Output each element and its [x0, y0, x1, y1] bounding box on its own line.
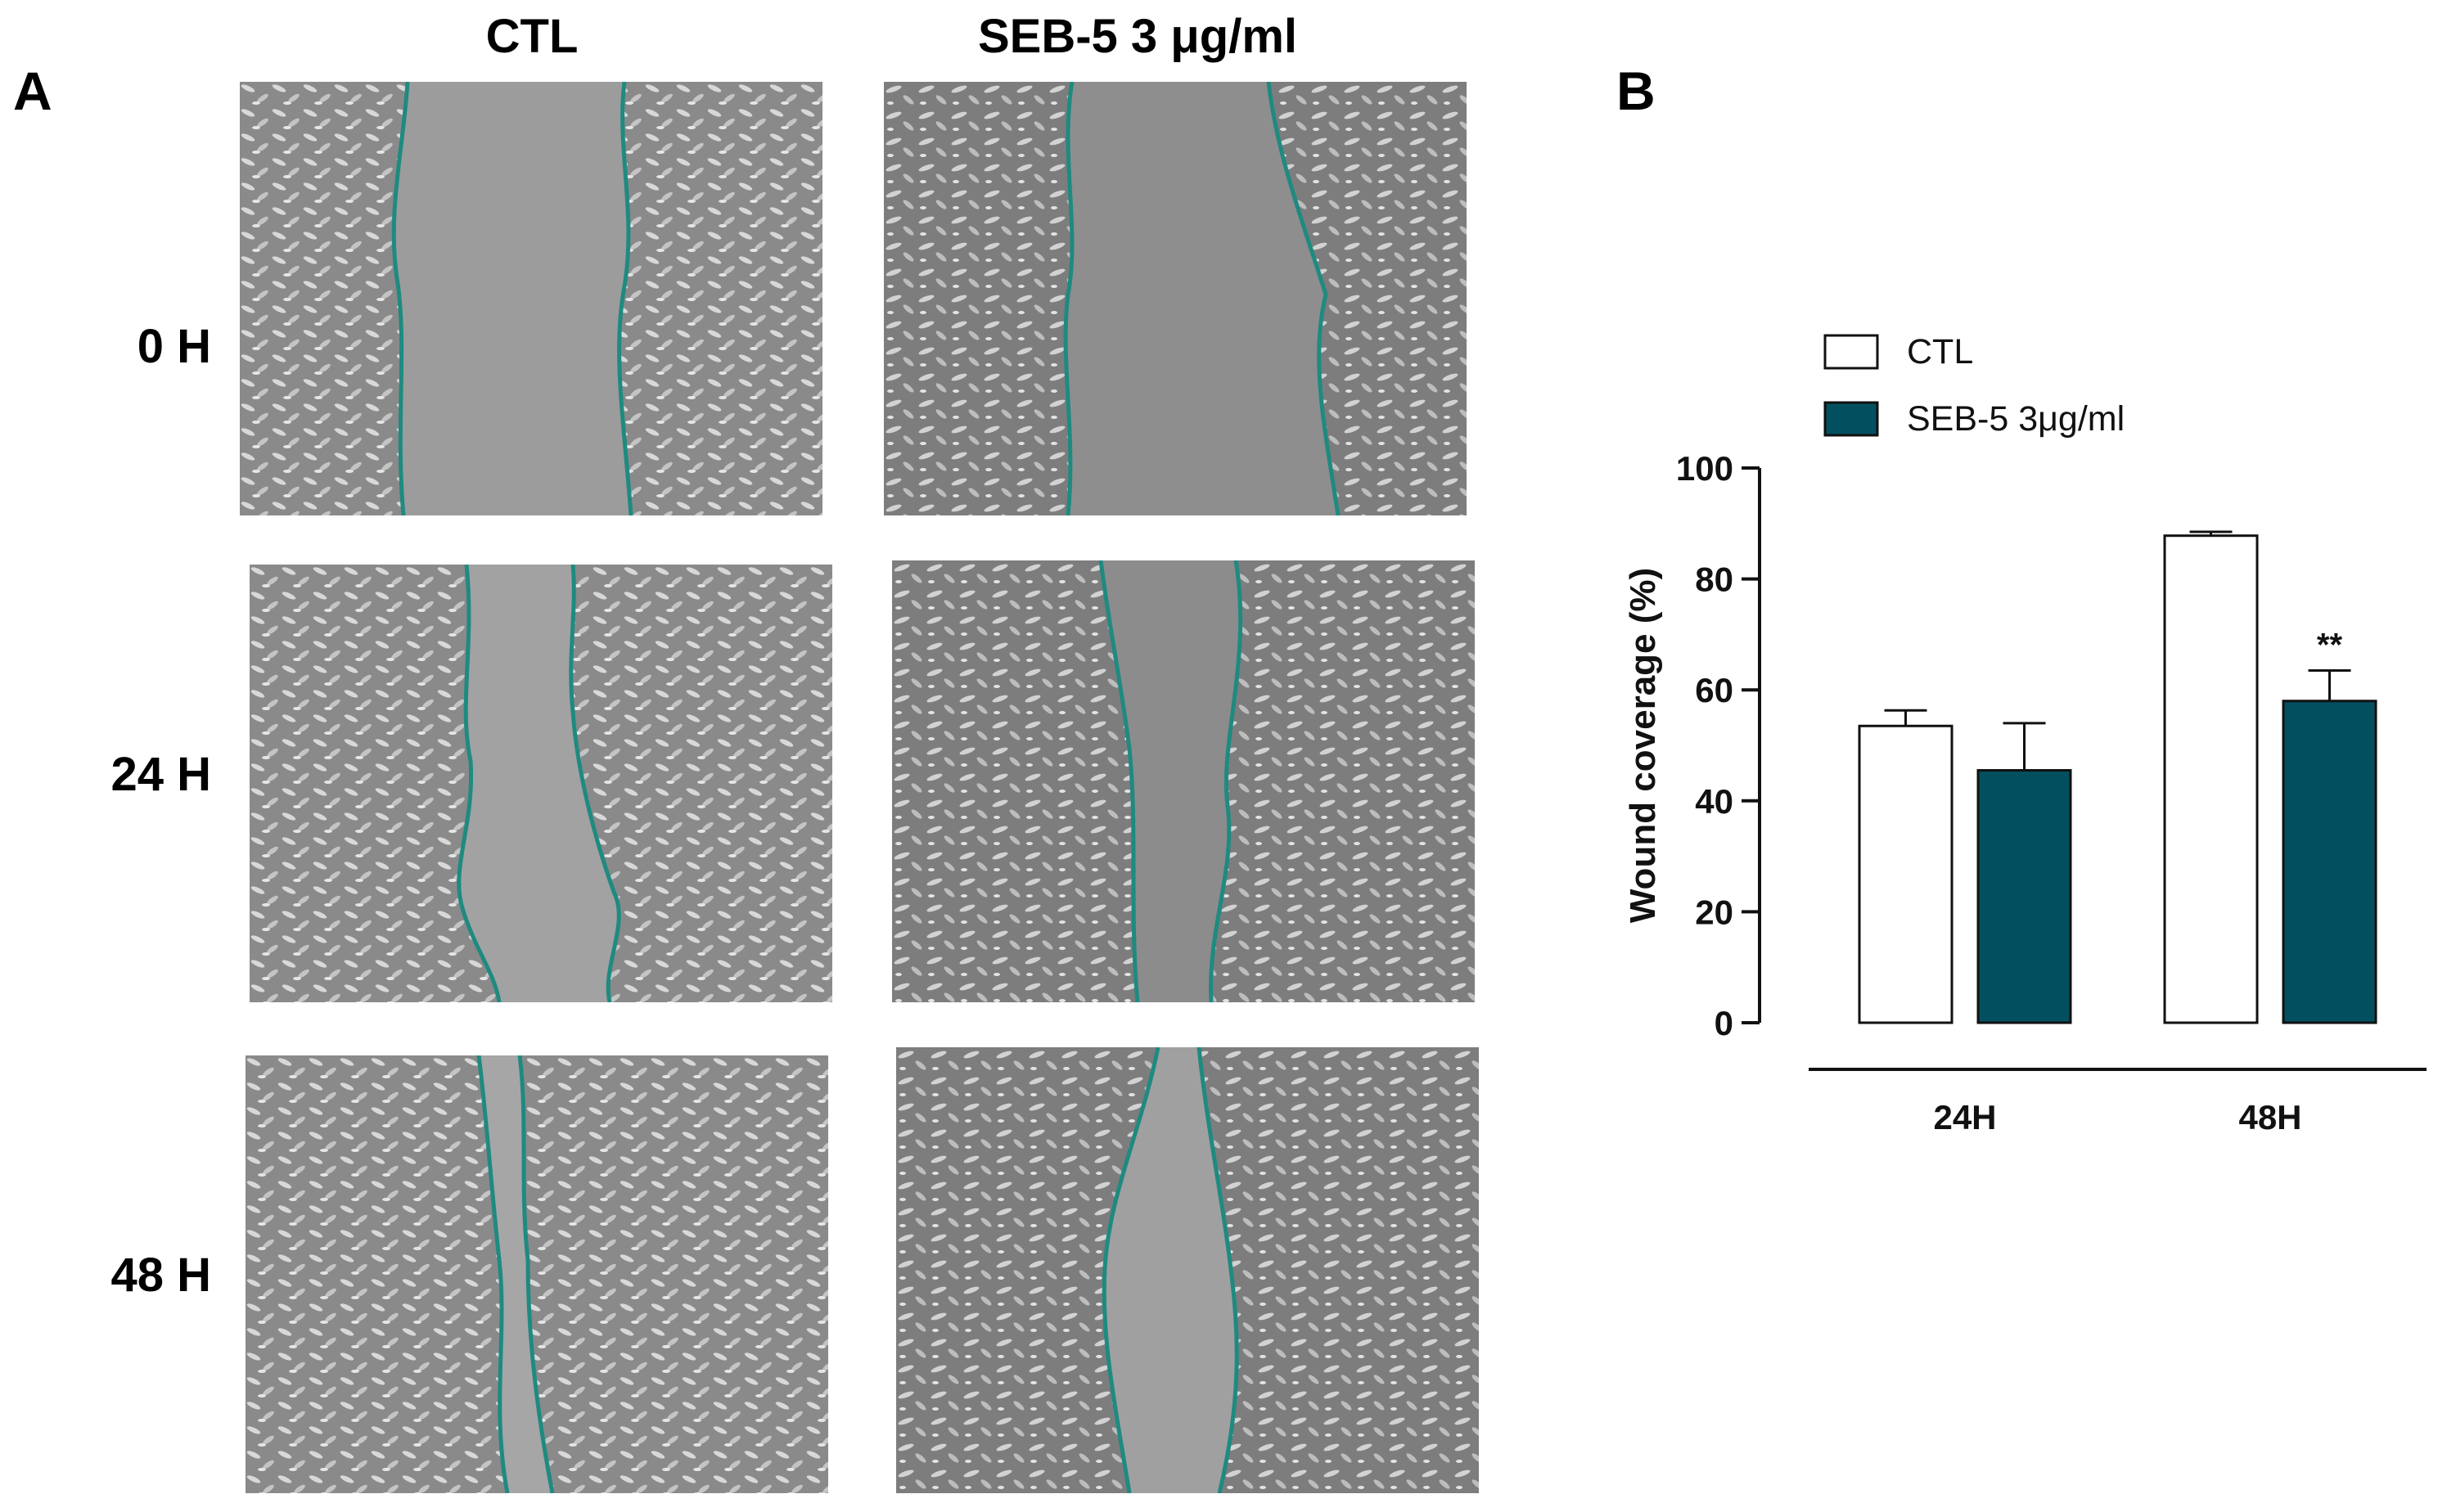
micrograph-seb5-48h: [896, 1047, 1479, 1493]
x-category-label-24h: 24H: [1933, 1098, 1996, 1136]
row-header-24h: 24 H: [110, 748, 211, 801]
micrograph-ctl-48h: [246, 1055, 828, 1493]
wound-coverage-chart: 0 20 40 60 80 100 Wound coverage (%) ** 24H 48H CT…: [1623, 332, 2427, 1136]
bar-48h-series-1: [2282, 700, 2377, 1024]
y-axis-label: Wound coverage (%): [1623, 568, 1663, 923]
y-tick-label-60: 60: [1695, 671, 1733, 709]
legend-label-1: SEB-5 3μg/ml: [1907, 399, 2125, 439]
significance-annotation-0: **: [2317, 627, 2343, 663]
y-tick-label-80: 80: [1695, 560, 1733, 599]
y-tick-label-0: 0: [1715, 1004, 1733, 1042]
y-tick-label-100: 100: [1676, 449, 1733, 488]
row-header-48h: 48 H: [110, 1249, 211, 1302]
column-header-ctl: CTL: [485, 10, 579, 63]
y-tick-label-20: 20: [1695, 893, 1733, 931]
row-header-0h: 0 H: [137, 320, 211, 373]
column-header-seb5: SEB-5 3 μg/ml: [977, 10, 1298, 63]
legend-label-0: CTL: [1907, 332, 1973, 371]
micrograph-seb5-0h: [884, 82, 1467, 515]
panel-letter-a: A: [13, 61, 52, 121]
legend-swatch-0: [1823, 334, 1879, 370]
micrograph-ctl-24h: [250, 565, 832, 1002]
micrograph-ctl-0h: [240, 82, 822, 515]
bar-24h-series-1: [1976, 769, 2072, 1024]
bar-48h-series-0: [2163, 534, 2259, 1024]
bar-24h-series-0: [1858, 724, 1954, 1024]
y-tick-label-40: 40: [1695, 782, 1733, 821]
panel-letter-b: B: [1616, 61, 1656, 121]
legend-swatch-1: [1823, 401, 1879, 437]
x-category-label-48h: 48H: [2238, 1098, 2301, 1136]
micrograph-seb5-24h: [892, 560, 1475, 1002]
